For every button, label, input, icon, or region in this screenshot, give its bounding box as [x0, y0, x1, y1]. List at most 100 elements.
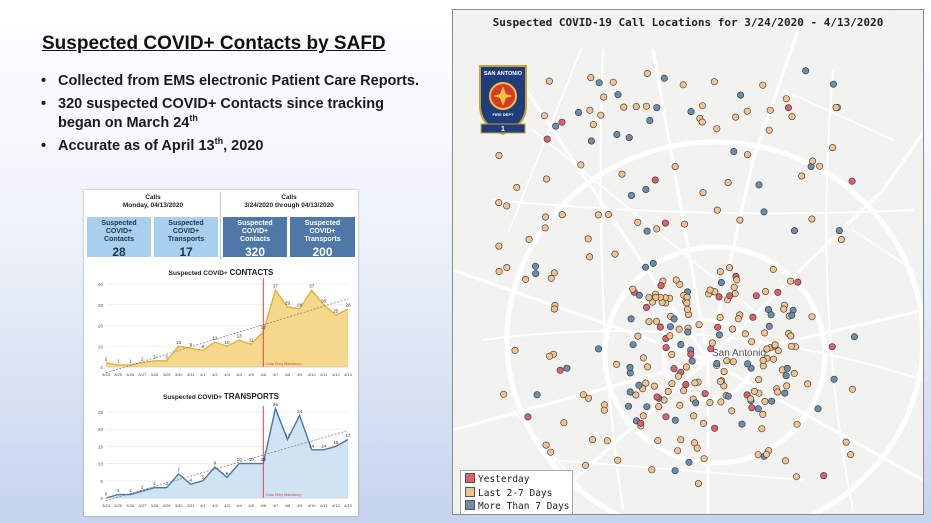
call-location-dot	[715, 293, 723, 301]
data-label: 25	[333, 309, 339, 314]
call-location-dot	[737, 91, 745, 99]
bullet-text: Collected from EMS electronic Patient Ca…	[58, 73, 419, 89]
legend-item-last-week: Last 2-7 Days	[465, 486, 568, 501]
call-location-dot	[780, 305, 788, 313]
y-tick-label: 0	[100, 365, 103, 370]
call-location-dot	[700, 419, 708, 427]
call-location-dot	[761, 329, 769, 337]
call-location-dot	[511, 346, 519, 354]
call-location-dot	[652, 293, 660, 301]
legend-label: Yesterday	[478, 474, 530, 485]
logo-number: 1	[501, 126, 505, 133]
x-tick-label: 3/28	[151, 503, 160, 508]
y-tick-label: 30	[98, 303, 104, 308]
call-location-dot	[533, 391, 541, 399]
map-canvas[interactable]: San Antonio SAN ANTONIO FIRE DEPT 1	[453, 10, 924, 515]
x-tick-label: 4/6	[261, 503, 267, 508]
kpi-label: COVID+	[309, 228, 336, 235]
x-tick-label: 4/9	[297, 503, 303, 508]
call-location-dot	[809, 157, 817, 165]
call-location-dot	[639, 354, 647, 362]
call-location-dot	[675, 325, 683, 333]
call-location-dot	[755, 181, 763, 189]
ring-road	[602, 244, 828, 466]
call-location-dot	[651, 176, 659, 184]
call-location-dot	[654, 437, 662, 445]
call-location-dot	[706, 398, 714, 406]
call-location-dot	[653, 104, 661, 112]
call-location-dot	[646, 117, 654, 125]
call-location-dot	[639, 412, 647, 420]
x-tick-label: 4/8	[285, 503, 291, 508]
kpi-daily-transports: Suspected COVID+ Transports 17	[154, 217, 218, 259]
call-location-dot	[595, 345, 603, 353]
highway	[825, 69, 854, 511]
highway	[706, 358, 923, 482]
call-location-dot	[774, 388, 782, 396]
x-tick-label: 4/1	[200, 503, 206, 508]
map-legend: Yesterday Last 2-7 Days More Than 7 Days	[460, 470, 573, 514]
trend-line	[105, 298, 349, 374]
x-tick-label: 4/3	[224, 372, 230, 377]
call-location-dot	[637, 419, 645, 427]
call-location-dot	[552, 122, 560, 130]
call-location-dot	[715, 331, 723, 339]
call-location-dot	[546, 352, 554, 360]
cumulative-calls-header: Calls 3/24/2020 through 04/13/2020	[224, 194, 354, 210]
call-location-dot	[662, 413, 670, 421]
call-location-dot	[644, 363, 652, 371]
call-location-dot	[759, 81, 767, 89]
call-location-dot	[743, 107, 751, 115]
call-location-dot	[662, 344, 670, 352]
data-label: 3	[165, 481, 168, 486]
call-location-dot	[670, 365, 678, 373]
call-location-dot	[783, 364, 791, 372]
legend-swatch	[465, 486, 475, 497]
call-location-dot	[685, 458, 693, 466]
call-location-dot	[723, 357, 731, 365]
data-label: 10	[249, 457, 255, 462]
series-line	[105, 288, 349, 366]
chart-title-emphasis: CONTACTS	[230, 268, 275, 277]
call-location-dot	[635, 381, 643, 389]
call-location-dot	[787, 277, 795, 285]
call-location-dot	[541, 224, 549, 232]
call-location-dot	[684, 328, 692, 336]
call-location-dot	[584, 235, 592, 243]
call-location-dot	[706, 286, 714, 294]
call-location-dot	[541, 112, 549, 120]
x-tick-label: 4/4	[236, 503, 242, 508]
call-location-dot	[543, 175, 551, 183]
call-location-dot	[668, 350, 676, 358]
call-location-dot	[525, 235, 533, 243]
call-location-dot	[788, 113, 796, 121]
x-tick-label: 3/27	[138, 372, 147, 377]
call-location-dot	[629, 341, 637, 349]
data-label: 13	[237, 334, 243, 339]
call-location-dot	[680, 387, 688, 395]
call-location-dot	[550, 269, 558, 277]
y-tick-label: 25	[98, 410, 104, 415]
logo-star	[493, 86, 513, 106]
call-location-dot	[626, 363, 634, 371]
call-location-dot	[586, 106, 594, 114]
call-location-dot	[766, 106, 774, 114]
call-location-dot	[629, 285, 637, 293]
map-panel: San Antonio SAN ANTONIO FIRE DEPT 1 Suspect…	[452, 9, 924, 515]
call-location-dot	[744, 360, 752, 368]
call-location-dot	[763, 345, 771, 353]
call-location-dot	[848, 385, 856, 393]
y-tick-label: 15	[98, 444, 104, 449]
data-label: 29	[285, 300, 291, 305]
local-road	[852, 229, 914, 271]
call-location-dot	[720, 368, 728, 376]
call-location-dot	[614, 91, 622, 99]
call-location-dot	[613, 360, 621, 368]
call-location-dot	[741, 330, 749, 338]
data-label: 2	[141, 485, 144, 490]
call-location-dot	[575, 109, 583, 117]
call-location-dot	[701, 390, 709, 398]
call-location-dot	[736, 216, 744, 224]
x-tick-label: 4/13	[344, 372, 353, 377]
kpi-value: 17	[179, 245, 193, 259]
